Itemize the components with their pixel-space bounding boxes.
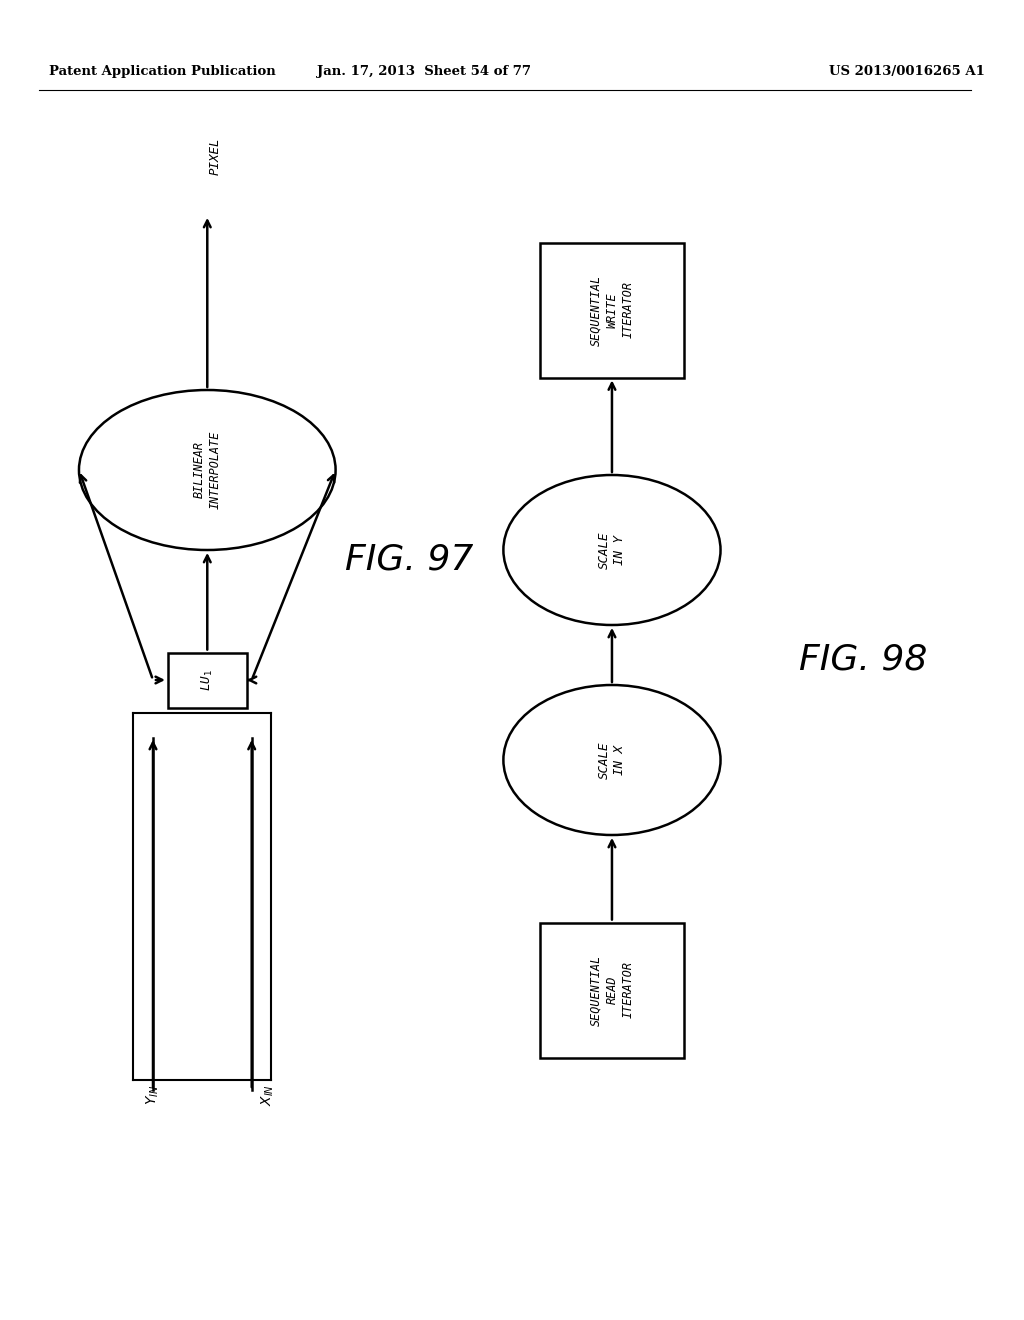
Bar <box>541 923 684 1057</box>
Text: SEQUENTIAL
READ
ITERATOR: SEQUENTIAL READ ITERATOR <box>590 954 635 1026</box>
Text: $Y_{IN}$: $Y_{IN}$ <box>145 1085 162 1105</box>
Text: Patent Application Publication: Patent Application Publication <box>49 66 276 78</box>
Text: SCALE
IN Y: SCALE IN Y <box>597 531 627 569</box>
Text: PIXEL: PIXEL <box>209 137 221 176</box>
Text: BILINEAR
INTERPOLATE: BILINEAR INTERPOLATE <box>193 430 222 510</box>
Text: US 2013/0016265 A1: US 2013/0016265 A1 <box>829 66 985 78</box>
Ellipse shape <box>79 389 336 550</box>
Ellipse shape <box>504 475 721 624</box>
Text: SCALE
IN X: SCALE IN X <box>597 742 627 779</box>
Text: FIG. 97: FIG. 97 <box>345 543 474 577</box>
Bar <box>541 243 684 378</box>
Text: Jan. 17, 2013  Sheet 54 of 77: Jan. 17, 2013 Sheet 54 of 77 <box>317 66 531 78</box>
Text: FIG. 98: FIG. 98 <box>800 643 928 677</box>
Text: SEQUENTIAL
WRITE
ITERATOR: SEQUENTIAL WRITE ITERATOR <box>590 275 635 346</box>
Ellipse shape <box>504 685 721 836</box>
Bar <box>168 652 247 708</box>
Text: $X_{IN}$: $X_{IN}$ <box>260 1084 276 1106</box>
Text: LU$_1$: LU$_1$ <box>200 669 215 690</box>
